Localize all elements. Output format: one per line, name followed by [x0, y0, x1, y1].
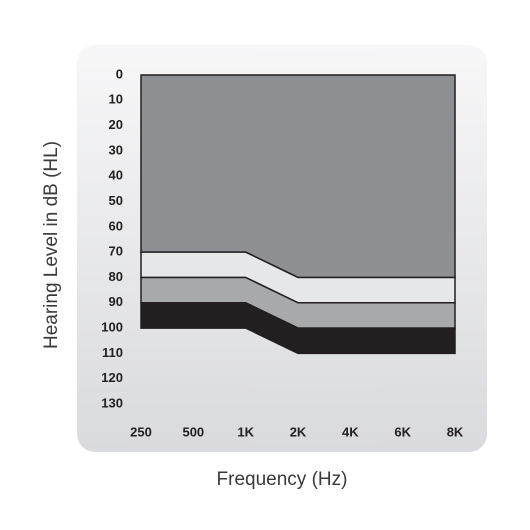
- y-tick-label: 110: [102, 345, 123, 360]
- x-tick-label: 1K: [237, 424, 254, 439]
- y-tick-label: 120: [101, 370, 123, 385]
- x-tick-label: 4K: [342, 424, 359, 439]
- y-tick-label: 10: [109, 92, 123, 107]
- x-tick-label: 500: [182, 424, 204, 439]
- y-tick-label: 40: [109, 168, 123, 183]
- y-tick-label: 50: [109, 193, 123, 208]
- y-tick-label: 80: [109, 269, 123, 284]
- area: [140, 302, 456, 355]
- y-axis-title: Hearing Level in dB (HL): [41, 141, 62, 349]
- y-tick-label: 70: [109, 244, 123, 259]
- area: [140, 74, 456, 279]
- y-tick-label: 30: [109, 142, 123, 157]
- x-axis-title: Frequency (Hz): [217, 469, 348, 490]
- x-tick-label: 2K: [290, 424, 307, 439]
- x-tick-label: 6K: [394, 424, 411, 439]
- y-tick-label: 100: [101, 320, 123, 335]
- y-tick-label: 130: [101, 395, 123, 410]
- x-tick-label: 250: [130, 424, 152, 439]
- y-tick-label: 20: [109, 117, 123, 132]
- y-tick-label: 0: [116, 66, 123, 81]
- x-tick-label: 8K: [447, 424, 464, 439]
- y-tick-label: 60: [109, 218, 123, 233]
- y-tick-label: 90: [109, 294, 123, 309]
